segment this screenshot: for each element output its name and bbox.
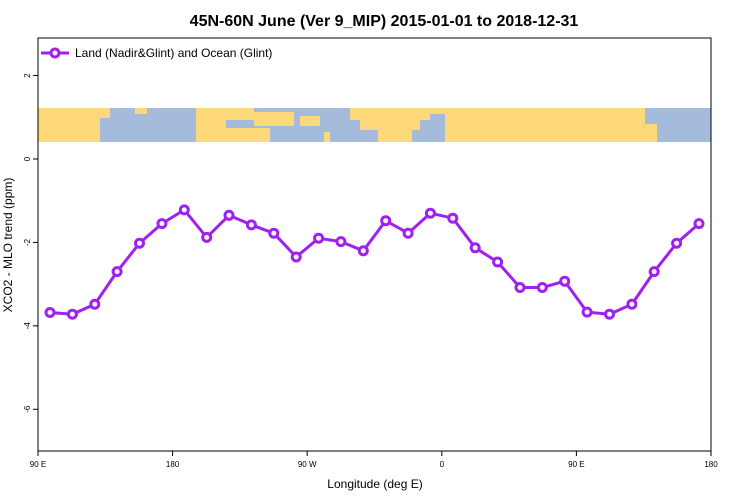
data-point [313,232,325,244]
data-point [134,237,145,249]
x-axis-label: Longitude (deg E) [327,477,422,491]
data-point [111,266,123,278]
data-point [604,308,615,320]
map-land-patch [378,130,412,142]
data-point [268,227,280,239]
data-point [447,212,459,224]
chart-title: 45N-60N June (Ver 9_MIP) 2015-01-01 to 2… [190,13,579,30]
series-line [49,208,700,316]
x-tick-label: 180 [166,460,180,469]
map-land [38,108,657,142]
data-point [380,215,392,227]
series-layer [44,204,705,320]
legend-label: Land (Nadir&Glint) and Ocean (Glint) [75,46,272,60]
map-land-patch [300,116,320,126]
x-tick-label: 90 W [298,460,317,469]
map-band [38,108,711,142]
data-point [581,306,593,318]
y-tick-label: 0 [23,156,32,161]
y-tick-label: -4 [23,322,32,330]
data-point [245,219,257,231]
data-point [335,236,347,248]
map-land-patch [254,112,294,126]
data-point [223,209,235,221]
y-tick-label: 2 [23,73,32,78]
data-point [156,218,168,230]
x-tick-label: 90 E [568,460,584,469]
y-axis: 2 0 -2 -4 -6 [23,73,38,413]
map-land-patch [100,108,110,118]
x-tick-label: 180 [704,460,718,469]
map-land-patch [324,132,330,142]
map-land-patch [350,108,430,120]
y-axis-label: XCO2 - MLO trend (ppm) [1,178,15,313]
map-land-patch [426,108,450,114]
data-point [44,307,56,318]
data-point [66,308,78,320]
data-point [424,207,436,219]
map-land-patch [38,108,100,142]
map-land-patch [226,128,270,142]
data-point [693,218,705,230]
map-land-patch [445,108,645,142]
x-axis: 90 E 180 90 W 0 90 E 180 [30,451,718,469]
map-land-patch [645,124,657,142]
plot-frame [37,37,712,452]
data-point [671,237,683,249]
data-point [469,242,481,254]
data-point [514,282,526,293]
y-tick-label: -6 [23,405,32,413]
data-point [536,282,548,293]
y-tick-label: -2 [23,238,32,246]
data-point [89,298,101,310]
data-point [402,227,414,239]
data-point [201,231,213,243]
data-point [492,256,504,268]
data-point [626,298,638,310]
data-point [648,266,660,278]
map-land-patch [196,108,254,120]
data-point [178,204,190,216]
legend-marker [49,47,61,59]
map-land-patch [135,108,147,114]
legend: Land (Nadir&Glint) and Ocean (Glint) [41,46,272,60]
x-tick-label: 90 E [30,460,46,469]
data-point [290,251,302,263]
map-land-patch [196,120,226,142]
data-point [357,245,369,257]
data-point [559,275,571,287]
map-land-patch [360,120,420,130]
x-tick-label: 0 [440,460,445,469]
